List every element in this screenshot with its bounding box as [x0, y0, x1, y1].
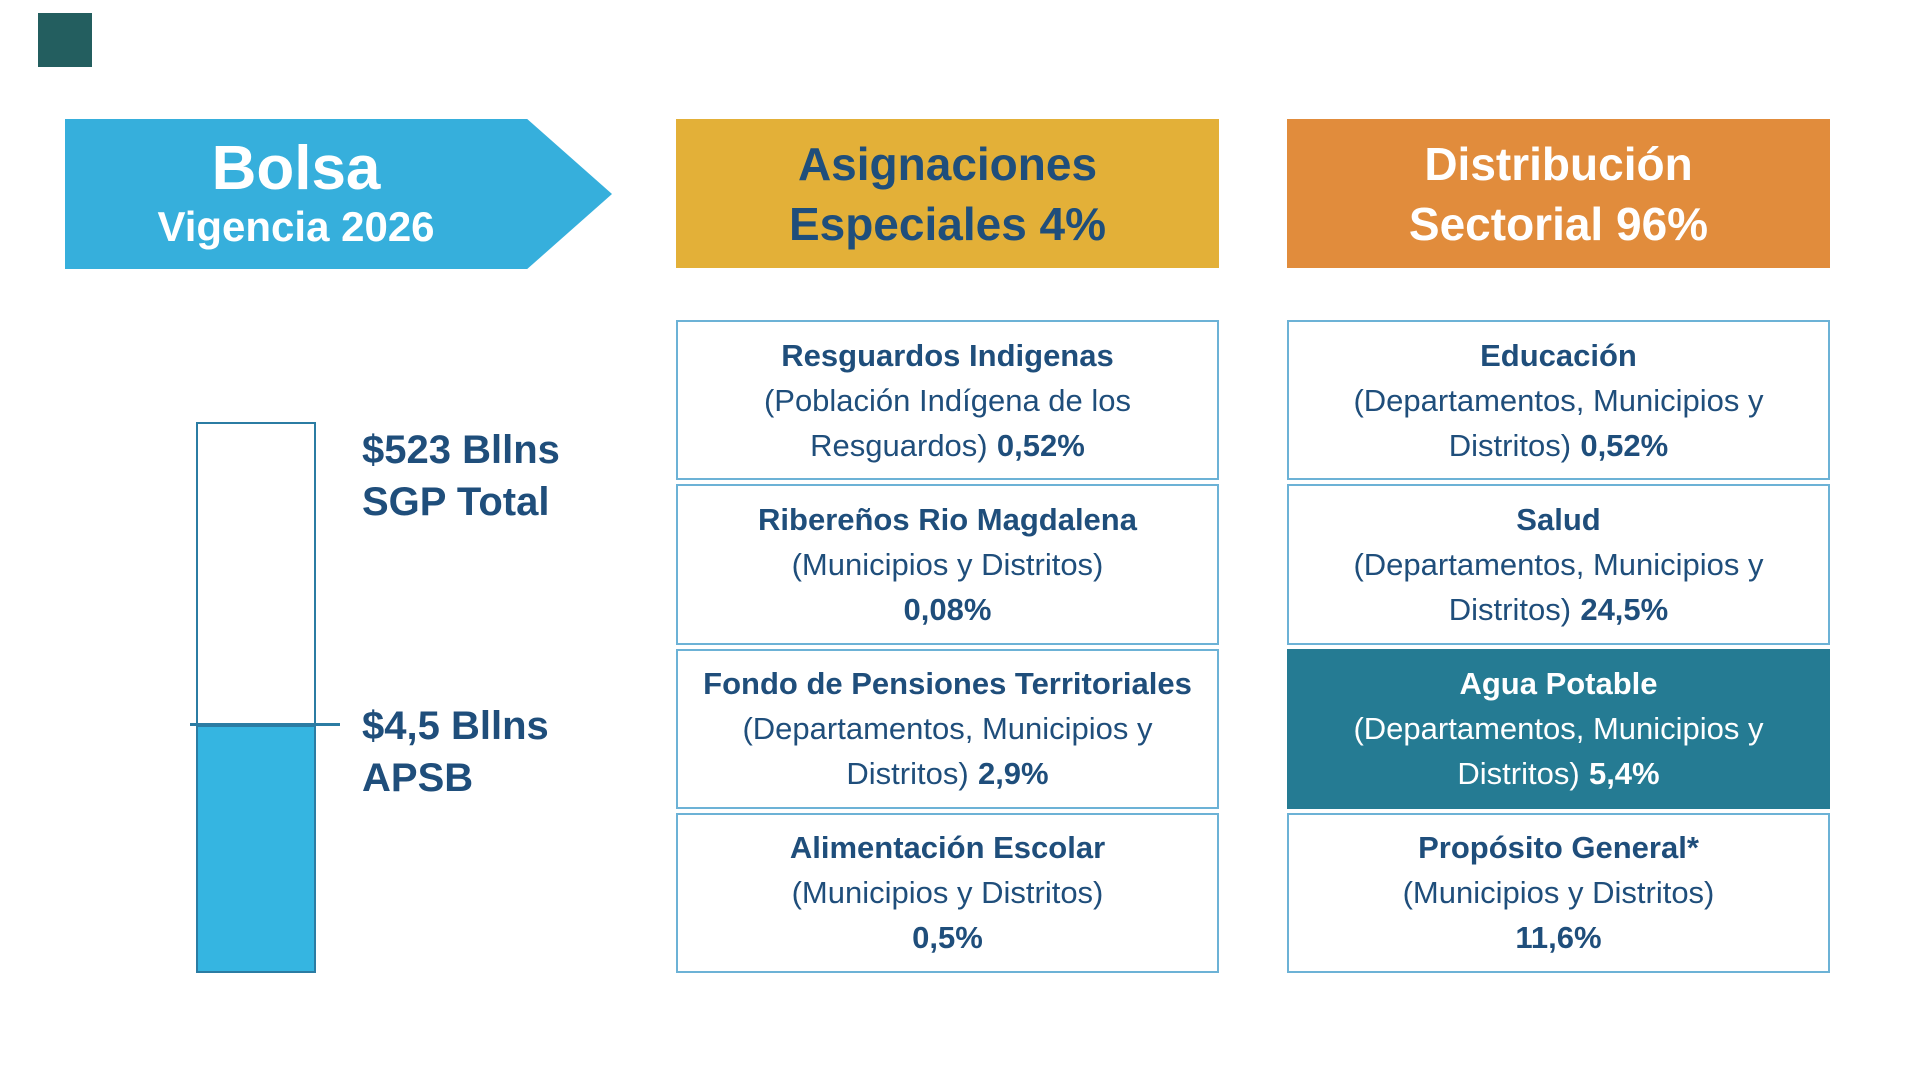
card-body: (Departamentos, Municipios y Distritos) 5… — [1353, 711, 1764, 792]
card-percentage: 24,5% — [1580, 591, 1669, 627]
sgp-total-label: $523 Bllns SGP Total — [362, 424, 560, 528]
sector-header-line2: Sectorial 96% — [1408, 197, 1709, 250]
card-title: Agua Potable — [1459, 666, 1658, 702]
card-title: Fondo de Pensiones Territoriales — [703, 666, 1192, 702]
card-percentage: 0,52% — [996, 427, 1085, 463]
card-riberenos-rio-magdalena: Ribereños Rio Magdalena (Municipios y Di… — [676, 484, 1219, 645]
card-body: (Municipios y Distritos) — [791, 875, 1104, 911]
card-title: Alimentación Escolar — [789, 830, 1106, 866]
card-percentage: 0,5% — [912, 920, 983, 956]
card-educacion: Educación (Departamentos, Municipios y D… — [1287, 320, 1830, 481]
special-header-line2: Especiales 4% — [788, 197, 1107, 250]
card-body: (Departamentos, Municipios y Distritos) 0… — [1353, 382, 1764, 463]
special-allocations-header: Asignaciones Especiales 4% — [676, 119, 1219, 268]
card-title: Educación — [1480, 337, 1637, 373]
apsb-name: APSB — [362, 756, 474, 800]
bolsa-arrow-banner: Bolsa Vigencia 2026 — [65, 119, 612, 269]
card-body: (Departamentos, Municipios y Distritos) 2… — [742, 711, 1153, 792]
special-header-line1: Asignaciones — [797, 137, 1098, 190]
sector-header-line1: Distribución — [1424, 137, 1693, 190]
corner-accent-square — [38, 13, 92, 67]
sgp-total-name: SGP Total — [362, 480, 550, 524]
bolsa-subtitle: Vigencia 2026 — [157, 203, 435, 250]
card-agua-potable: Agua Potable (Departamentos, Municipios … — [1287, 648, 1830, 809]
card-percentage: 0,08% — [903, 591, 992, 627]
card-title: Propósito General* — [1418, 830, 1699, 866]
card-body: (Municipios y Distritos) — [791, 546, 1104, 582]
card-body: (Población Indígena de los Resguardos) 0,… — [763, 382, 1132, 463]
card-title: Resguardos Indigenas — [781, 337, 1114, 373]
special-allocations-list: Resguardos Indigenas (Población Indígena… — [676, 320, 1219, 973]
apsb-label: $4,5 Bllns APSB — [362, 700, 549, 804]
sector-distribution-header: Distribución Sectorial 96% — [1287, 119, 1830, 268]
card-resguardos-indigenas: Resguardos Indigenas (Población Indígena… — [676, 320, 1219, 481]
card-percentage: 2,9% — [977, 756, 1049, 792]
card-percentage: 5,4% — [1588, 756, 1660, 792]
card-fondo-pensiones-territoriales: Fondo de Pensiones Territoriales (Depart… — [676, 648, 1219, 809]
apsb-value: $4,5 Bllns — [362, 704, 549, 748]
card-body: (Municipios y Distritos) — [1402, 875, 1715, 911]
apsb-bar-fill — [196, 725, 316, 973]
card-percentage: 11,6% — [1515, 920, 1602, 956]
card-percentage: 0,52% — [1580, 427, 1669, 463]
card-alimentacion-escolar: Alimentación Escolar (Municipios y Distr… — [676, 812, 1219, 973]
bolsa-title: Bolsa — [211, 134, 381, 203]
card-salud: Salud (Departamentos, Municipios y Distr… — [1287, 484, 1830, 645]
card-title: Ribereños Rio Magdalena — [758, 501, 1137, 537]
sgp-total-value: $523 Bllns — [362, 428, 560, 472]
card-proposito-general: Propósito General* (Municipios y Distrit… — [1287, 812, 1830, 973]
card-body: (Departamentos, Municipios y Distritos) 2… — [1353, 546, 1764, 627]
sector-distribution-list: Educación (Departamentos, Municipios y D… — [1287, 320, 1830, 973]
apsb-level-tick — [190, 723, 340, 726]
card-title: Salud — [1516, 501, 1601, 537]
